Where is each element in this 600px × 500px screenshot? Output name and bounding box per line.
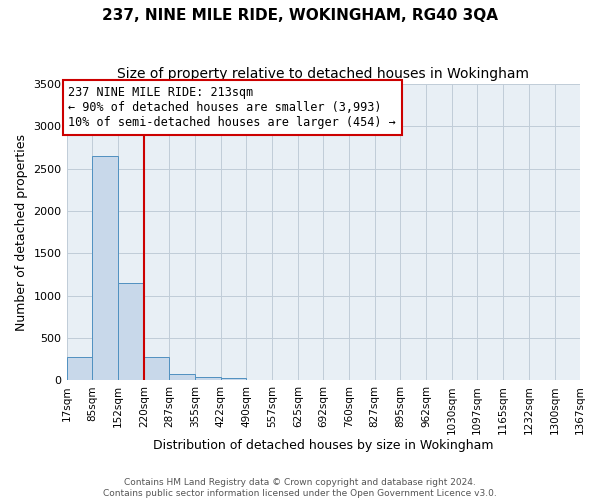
Bar [144, 356, 169, 380]
Text: Contains HM Land Registry data © Crown copyright and database right 2024.
Contai: Contains HM Land Registry data © Crown c… [103, 478, 497, 498]
Bar [221, 378, 247, 380]
Bar [67, 358, 92, 380]
Bar [169, 374, 195, 380]
Bar [118, 283, 144, 380]
X-axis label: Distribution of detached houses by size in Wokingham: Distribution of detached houses by size … [153, 440, 494, 452]
Text: 237, NINE MILE RIDE, WOKINGHAM, RG40 3QA: 237, NINE MILE RIDE, WOKINGHAM, RG40 3QA [102, 8, 498, 22]
Bar [195, 377, 221, 380]
Bar [92, 156, 118, 380]
Y-axis label: Number of detached properties: Number of detached properties [15, 134, 28, 330]
Text: 237 NINE MILE RIDE: 213sqm
← 90% of detached houses are smaller (3,993)
10% of s: 237 NINE MILE RIDE: 213sqm ← 90% of deta… [68, 86, 396, 128]
Title: Size of property relative to detached houses in Wokingham: Size of property relative to detached ho… [117, 68, 529, 82]
